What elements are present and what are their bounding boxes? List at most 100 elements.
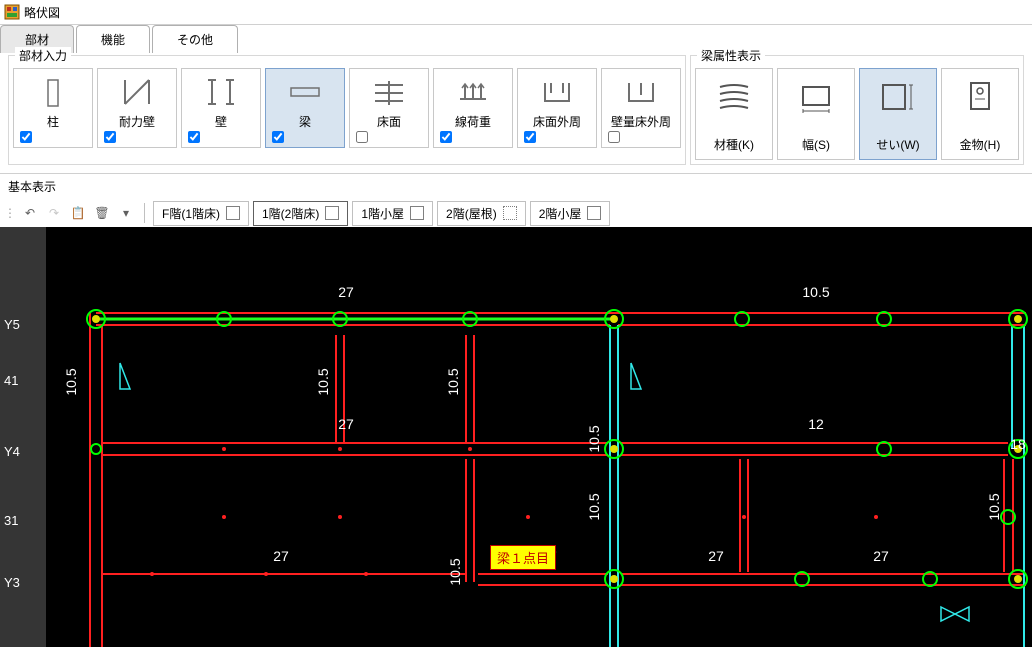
member-icon	[540, 73, 574, 111]
floor-label: 2階(屋根)	[446, 205, 497, 222]
member-btn-1[interactable]: 耐力壁	[97, 68, 177, 148]
member-icon	[372, 73, 406, 111]
y-axis-label: 31	[4, 513, 18, 528]
member-btn-4[interactable]: 床面	[349, 68, 429, 148]
floor-chk[interactable]	[410, 206, 424, 220]
attr-icon	[879, 75, 917, 117]
member-label: 線荷重	[455, 113, 491, 130]
tab-function-label: 機能	[101, 31, 125, 48]
attr-btn-3[interactable]: 金物(H)	[941, 68, 1019, 160]
member-btn-7[interactable]: 壁量床外周	[601, 68, 681, 148]
attr-btn-2[interactable]: せい(W)	[859, 68, 937, 160]
member-icon	[288, 73, 322, 111]
attr-icon	[797, 75, 835, 117]
member-label: 柱	[47, 113, 59, 130]
attr-btn-1[interactable]: 幅(S)	[777, 68, 855, 160]
tab-member-label: 部材	[25, 31, 49, 48]
floor-chk[interactable]	[226, 206, 240, 220]
toolbar: ⋮ ↶ ↷ 📋 🗑 ▾ F階(1階床) 1階(2階床) 1階小屋 2階(屋根) 2階小屋	[0, 199, 1032, 227]
attr-btn-0[interactable]: 材種(K)	[695, 68, 773, 160]
member-label: 壁	[215, 113, 227, 130]
member-icon	[456, 73, 490, 111]
member-btn-5[interactable]: 線荷重	[433, 68, 513, 148]
floor-label: 2階小屋	[539, 205, 582, 222]
delete-button[interactable]: 🗑	[92, 203, 112, 223]
member-btn-2[interactable]: 壁	[181, 68, 261, 148]
y-axis-label: Y3	[4, 575, 20, 590]
tab-other[interactable]: その他	[152, 25, 238, 53]
member-check[interactable]	[272, 131, 284, 143]
redo-button[interactable]: ↷	[44, 203, 64, 223]
svg-text:10.5: 10.5	[315, 368, 331, 395]
svg-text:10.5: 10.5	[447, 558, 463, 585]
ribbon-group-member-input: 部材入力 柱耐力壁壁梁床面線荷重床面外周壁量床外周	[8, 55, 686, 165]
member-check[interactable]	[188, 131, 200, 143]
attr-label: 材種(K)	[714, 136, 754, 153]
member-btn-6[interactable]: 床面外周	[517, 68, 597, 148]
member-label: 床面外周	[533, 113, 581, 130]
svg-text:10.5: 10.5	[63, 368, 79, 395]
ribbon-group-beam-attr-label: 梁属性表示	[697, 47, 765, 64]
member-icon	[40, 73, 66, 111]
floor-label: 1階小屋	[361, 205, 404, 222]
member-label: 床面	[377, 113, 401, 130]
member-icon	[206, 73, 236, 111]
member-check[interactable]	[608, 131, 620, 143]
window-title: 略伏図	[24, 4, 60, 21]
member-label: 耐力壁	[119, 113, 155, 130]
member-check[interactable]	[104, 131, 116, 143]
ribbon-group-member-input-label: 部材入力	[15, 47, 71, 64]
member-check[interactable]	[440, 131, 452, 143]
toolbar-drag: ⋮	[4, 206, 16, 220]
attr-label: せい(W)	[876, 136, 919, 153]
floor-chk[interactable]	[325, 206, 339, 220]
paste-button[interactable]: 📋	[68, 203, 88, 223]
svg-text:27: 27	[873, 548, 889, 564]
svg-text:27: 27	[708, 548, 724, 564]
svg-text:27: 27	[273, 548, 289, 564]
svg-text:12: 12	[808, 416, 824, 432]
main-tabs: 部材 機能 その他	[0, 25, 1032, 53]
floor-chk[interactable]	[587, 206, 601, 220]
svg-text:10.5: 10.5	[586, 425, 602, 452]
dropdown-icon[interactable]: ▾	[116, 203, 136, 223]
attr-icon	[715, 75, 753, 117]
titlebar: 略伏図	[0, 0, 1032, 25]
svg-text:10.5: 10.5	[445, 368, 461, 395]
member-check[interactable]	[20, 131, 32, 143]
y-axis-label: Y4	[4, 444, 20, 459]
floor-btn-0[interactable]: F階(1階床)	[153, 201, 249, 226]
attr-label: 金物(H)	[960, 136, 1001, 153]
svg-text:27: 27	[338, 284, 354, 300]
floor-btn-2[interactable]: 1階小屋	[352, 201, 433, 226]
member-icon	[624, 73, 658, 111]
member-btn-3[interactable]: 梁	[265, 68, 345, 148]
floor-btn-3[interactable]: 2階(屋根)	[437, 201, 526, 226]
y-axis-ruler: Y541Y431Y3	[0, 227, 46, 647]
floor-chk[interactable]	[503, 206, 517, 220]
ribbon-group-beam-attr: 梁属性表示 材種(K)幅(S)せい(W)金物(H)	[690, 55, 1024, 165]
member-check[interactable]	[524, 131, 536, 143]
member-label: 壁量床外周	[611, 113, 671, 130]
divider	[144, 203, 145, 223]
floor-label: F階(1階床)	[162, 205, 220, 222]
basic-display-label: 基本表示	[0, 174, 1032, 199]
member-btn-0[interactable]: 柱	[13, 68, 93, 148]
app-icon	[4, 4, 20, 20]
member-check[interactable]	[356, 131, 368, 143]
tab-other-label: その他	[177, 31, 213, 48]
svg-text:18: 18	[1010, 436, 1026, 452]
svg-text:10.5: 10.5	[986, 493, 1002, 520]
attr-label: 幅(S)	[802, 136, 830, 153]
attr-icon	[961, 75, 999, 117]
member-icon	[122, 73, 152, 111]
floor-label: 1階(2階床)	[262, 205, 319, 222]
floor-btn-1[interactable]: 1階(2階床)	[253, 201, 348, 226]
plan-canvas[interactable]: Y541Y431Y3 2710.52712272727271810.510.51…	[0, 227, 1032, 647]
tab-function[interactable]: 機能	[76, 25, 150, 53]
member-label: 梁	[299, 113, 311, 130]
ribbon: 部材入力 柱耐力壁壁梁床面線荷重床面外周壁量床外周 梁属性表示 材種(K)幅(S…	[0, 53, 1032, 174]
floor-btn-4[interactable]: 2階小屋	[530, 201, 611, 226]
svg-text:10.5: 10.5	[802, 284, 829, 300]
undo-button[interactable]: ↶	[20, 203, 40, 223]
